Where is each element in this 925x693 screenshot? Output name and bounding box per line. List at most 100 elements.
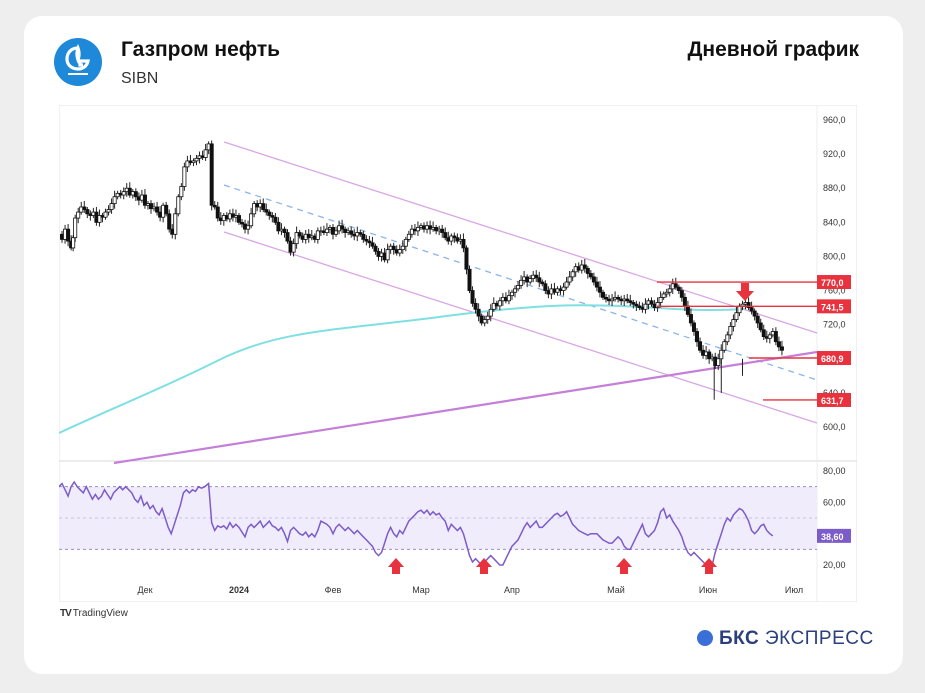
price-tick-label: 880,0 bbox=[823, 183, 846, 193]
candle-body bbox=[267, 211, 272, 216]
candle-body bbox=[561, 286, 566, 291]
x-axis-label: Фев bbox=[325, 585, 342, 595]
candle-body bbox=[513, 288, 518, 293]
candle-body bbox=[716, 358, 721, 366]
candle-body bbox=[588, 273, 593, 278]
candle-body bbox=[655, 302, 660, 309]
candle-body bbox=[167, 213, 172, 230]
candle-body bbox=[464, 247, 469, 270]
rsi-line bbox=[58, 480, 774, 567]
candle-body bbox=[315, 230, 320, 240]
price-level-badge bbox=[817, 351, 851, 366]
candle-body bbox=[106, 209, 111, 213]
candle-body bbox=[270, 215, 275, 218]
candle-body bbox=[582, 264, 587, 269]
up-arrow-icon bbox=[388, 558, 404, 574]
candle-body bbox=[273, 216, 278, 223]
candle-body bbox=[685, 305, 690, 315]
candle-body bbox=[773, 331, 778, 343]
candle-body bbox=[155, 206, 160, 213]
candle-body bbox=[415, 227, 420, 232]
chart-type-label: Дневной график bbox=[687, 38, 859, 61]
price-level-label: 680,9 bbox=[821, 354, 844, 364]
candle-body bbox=[212, 204, 217, 208]
candle-body bbox=[707, 351, 712, 360]
candle-body bbox=[749, 307, 754, 312]
candle-body bbox=[66, 228, 71, 242]
candle-body bbox=[142, 194, 147, 206]
candle-body bbox=[537, 277, 542, 283]
candle-body bbox=[509, 291, 514, 297]
candle-body bbox=[440, 228, 445, 233]
brand-rest: ЭКСПРЕСС bbox=[765, 628, 874, 649]
rsi-value-label: 38,60 bbox=[821, 532, 844, 542]
brand-logo: БКС ЭКСПРЕСС bbox=[697, 628, 874, 650]
tradingview-attribution: TV TradingView bbox=[60, 608, 128, 619]
candle-body bbox=[246, 225, 251, 230]
candle-body bbox=[461, 238, 466, 249]
candle-body bbox=[349, 230, 354, 235]
candle-body bbox=[485, 315, 490, 320]
candle-body bbox=[179, 186, 184, 198]
candle-body bbox=[534, 274, 539, 279]
candle-body bbox=[491, 302, 496, 310]
candle-body bbox=[185, 160, 190, 168]
candle-body bbox=[698, 341, 703, 351]
candle-body bbox=[76, 211, 81, 219]
ticker-symbol: SIBN bbox=[121, 70, 159, 87]
candle-body bbox=[264, 209, 269, 213]
price-level-label: 770,0 bbox=[821, 278, 844, 288]
candle-body bbox=[776, 341, 781, 348]
candle-body bbox=[679, 290, 684, 298]
down-arrow-icon bbox=[736, 283, 754, 301]
candle-body bbox=[109, 203, 114, 210]
candle-body bbox=[604, 296, 609, 300]
rsi-tick-label: 80,00 bbox=[823, 466, 846, 476]
candle-body bbox=[664, 291, 669, 295]
candle-body bbox=[594, 281, 599, 288]
candle-body bbox=[667, 288, 672, 293]
tradingview-label: TradingView bbox=[72, 608, 128, 619]
candle-body bbox=[261, 203, 266, 210]
candle-body bbox=[467, 268, 472, 291]
price-chart: 960,0920,0880,0840,0800,0760,0720,0680,0… bbox=[58, 104, 858, 603]
candle-body bbox=[194, 157, 199, 162]
candle-body bbox=[240, 221, 245, 225]
price-tick-label: 960,0 bbox=[823, 115, 846, 125]
candle-body bbox=[528, 278, 533, 283]
candle-body bbox=[767, 334, 772, 339]
candle-body bbox=[97, 215, 102, 223]
candle-body bbox=[294, 232, 299, 245]
candle-body bbox=[482, 319, 487, 324]
candle-body bbox=[476, 308, 481, 317]
moving-average-line bbox=[58, 304, 746, 434]
price-level-badge bbox=[817, 392, 851, 407]
candle-body bbox=[249, 213, 254, 227]
price-tick-label: 840,0 bbox=[823, 217, 846, 227]
x-axis-label: Мар bbox=[412, 585, 430, 595]
candle-body bbox=[616, 296, 621, 300]
candle-body bbox=[567, 276, 572, 283]
candle-body bbox=[473, 302, 478, 310]
candle-body bbox=[695, 331, 700, 343]
price-tick-label: 760,0 bbox=[823, 286, 846, 296]
candle-body bbox=[373, 245, 378, 252]
candle-body bbox=[358, 232, 363, 235]
candle-body bbox=[719, 349, 724, 360]
rsi-tick-label: 60,00 bbox=[823, 497, 846, 507]
candle-body bbox=[443, 232, 448, 239]
candle-body bbox=[191, 160, 196, 164]
candle-body bbox=[676, 286, 681, 291]
candle-body bbox=[112, 196, 117, 204]
bks-icon bbox=[697, 630, 713, 646]
candle-body bbox=[121, 191, 126, 196]
candle-body bbox=[543, 283, 548, 291]
candle-body bbox=[334, 230, 339, 235]
candle-body bbox=[649, 300, 654, 305]
candle-body bbox=[215, 206, 220, 219]
candle-body bbox=[570, 271, 575, 278]
company-name: Газпром нефть bbox=[121, 38, 281, 61]
candle-body bbox=[385, 249, 390, 261]
candle-body bbox=[452, 235, 457, 239]
candle-body bbox=[688, 314, 693, 324]
